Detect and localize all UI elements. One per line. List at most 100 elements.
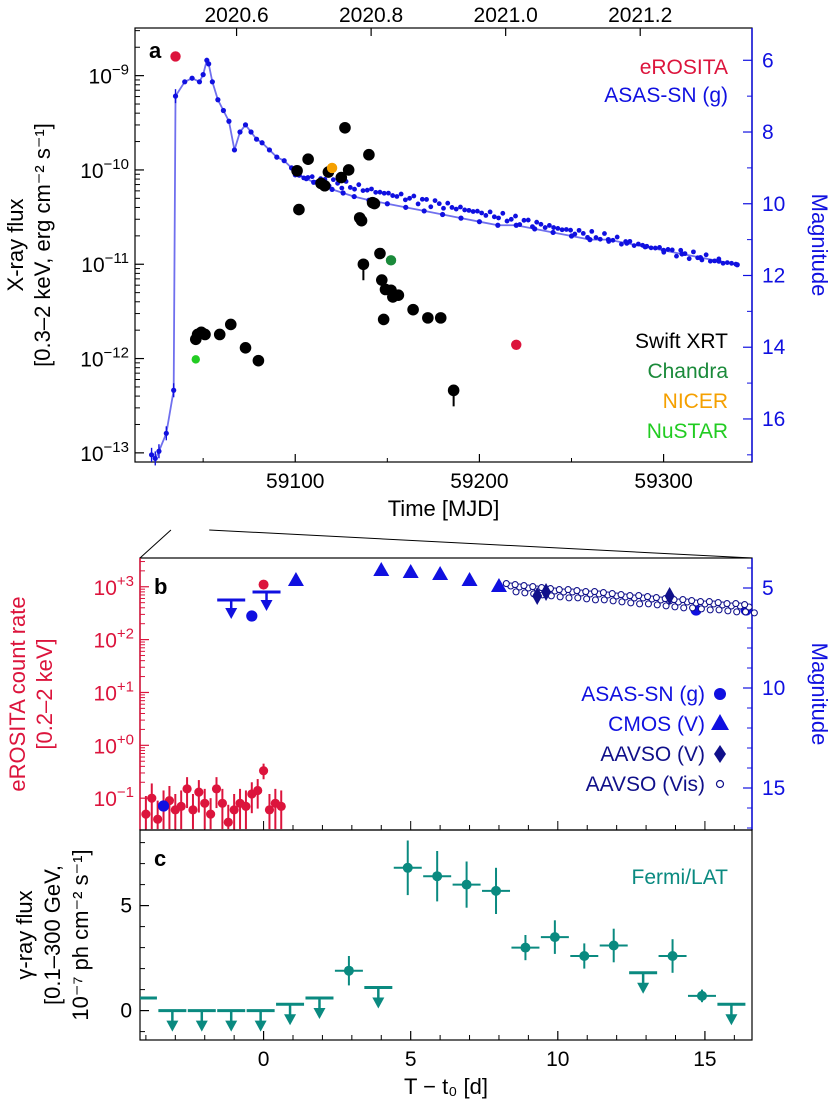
y-right-tick-label: 5 [762, 577, 774, 600]
asassn-point [474, 208, 480, 214]
asassn-point [329, 186, 335, 193]
asassn-point [538, 221, 544, 227]
y-right-tick-label: 16 [762, 408, 785, 431]
asassn-point [369, 186, 374, 192]
asassn-point [585, 234, 590, 240]
asassn-point [589, 228, 595, 234]
asassn-point [453, 206, 459, 212]
asassn-point [398, 191, 404, 197]
asassn-point [496, 215, 501, 221]
nustarpoint [191, 355, 200, 364]
asassn-point [171, 387, 177, 393]
aavso-vis-point [741, 601, 749, 609]
panel-c-frame [139, 829, 753, 1041]
y-right-tick-label: 6 [762, 49, 774, 72]
asassn-point [534, 219, 540, 225]
panel-a: 2020.6 2020.8 2021.0 2021.2 59100 59200 59300 T… [3, 4, 830, 521]
cmos-point [287, 572, 304, 586]
legend-aavso-vis-marker [715, 779, 725, 789]
swift-xrtpoint [357, 258, 370, 271]
asassn-point [661, 249, 667, 255]
asassn-point [686, 256, 692, 262]
x-axis-label: T − t₀ [d] [404, 1074, 488, 1099]
asassn-point [652, 245, 658, 251]
aavso-vis-point [618, 598, 626, 606]
aavso-vis-point [696, 598, 705, 606]
x-axis-label: Time [MJD] [388, 496, 500, 521]
chandrapoint [385, 255, 397, 266]
swift-xrtpoint [376, 274, 388, 286]
y-right-axis-label: Magnitude [807, 643, 830, 746]
asassn-point [305, 175, 311, 180]
fermi-point [667, 951, 678, 961]
asassn-point [550, 229, 556, 236]
panel-a-letter: a [149, 38, 162, 63]
asassn-point [729, 260, 734, 266]
asassn-point [226, 118, 232, 124]
asassn-point [220, 107, 227, 114]
aavso-vis-point [617, 591, 625, 599]
aavso-vis-point [715, 606, 723, 614]
asassn-point [504, 218, 510, 224]
top-axis-tick-label: 2021.2 [608, 4, 672, 27]
asassn-point [246, 610, 258, 622]
panel-c-letter: c [154, 846, 166, 871]
y-left-tick-label: 10+3 [94, 573, 134, 600]
fermi-upper-limit-arrow-head [284, 1014, 297, 1026]
legend-aavso-vis-: AAVSO (Vis) [586, 773, 705, 796]
legend-asassn: ASAS-SN (g) [604, 84, 728, 107]
asassn-point [491, 214, 497, 220]
erosita-point [217, 798, 227, 808]
swift-xrtpoint [335, 171, 348, 184]
asassn-point [470, 209, 476, 214]
y-left-tick-label: 10−1 [94, 784, 134, 811]
legend-nustar: NuSTAR [647, 420, 728, 443]
aavso-vis-point [520, 582, 528, 590]
erosita-point [241, 801, 251, 811]
y-left-tick-label: 10−11 [81, 250, 129, 277]
asassn-point [419, 196, 425, 202]
aavso-vis-point [609, 597, 617, 605]
y-left-axis-label-units: [0.2–2 keV] [32, 638, 57, 749]
asassn-point [436, 201, 442, 207]
asassn-point [458, 215, 464, 221]
aavso-vis-point [573, 587, 581, 595]
erosita-point [211, 784, 222, 794]
aavso-vis-point [582, 588, 590, 596]
asassn-point [415, 201, 421, 207]
asassn-point [669, 247, 675, 253]
asassn-point [206, 61, 212, 67]
erosita-point [147, 793, 157, 803]
asassn-point [682, 251, 688, 257]
y-right-tick-label: 10 [762, 193, 785, 216]
erosita-point [229, 805, 239, 815]
aavso-vis-point [556, 593, 564, 601]
erosita-point [188, 805, 198, 815]
aavso-vis-point [643, 593, 652, 601]
swift-xrtpoint [434, 312, 447, 324]
swift-xrtpoint [339, 121, 351, 134]
asassn-point [458, 204, 463, 210]
asassn-point [156, 448, 162, 454]
asassn-point [148, 452, 155, 458]
aavso-vis-point [724, 607, 732, 615]
asassn-point [384, 201, 390, 207]
legend-nicer: NICER [663, 390, 728, 413]
swift-xrtpoint [374, 247, 386, 260]
asassn-point [309, 174, 315, 180]
erosita-point [276, 801, 286, 811]
asassn-point [411, 193, 417, 199]
y-right-tick-label: 14 [762, 336, 786, 359]
y-left-axis-label-units: [0.3–2 keV, erg cm⁻² s⁻¹] [30, 123, 55, 367]
aavso-vis-point [723, 600, 731, 608]
asassn-point [712, 258, 718, 264]
x-axis-tick-label: 15 [693, 1048, 716, 1071]
zoom-connector-right [209, 529, 753, 559]
asassn-point [593, 235, 599, 240]
aavso-vis-point [644, 600, 652, 608]
aavso-vis-point [688, 597, 696, 605]
asassn-point [525, 217, 531, 223]
panel-b-letter: b [154, 574, 167, 599]
aavso-vis-point [714, 599, 722, 607]
